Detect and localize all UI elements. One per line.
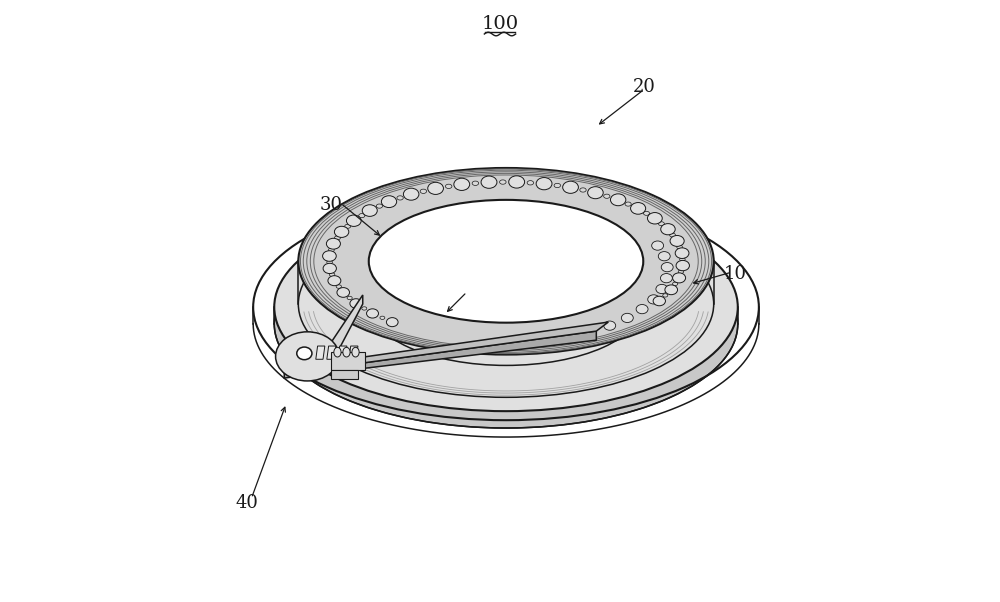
Ellipse shape xyxy=(610,194,626,206)
Ellipse shape xyxy=(369,200,643,323)
Ellipse shape xyxy=(658,252,670,261)
Ellipse shape xyxy=(677,245,682,249)
Polygon shape xyxy=(349,346,358,359)
Polygon shape xyxy=(331,352,365,370)
Ellipse shape xyxy=(367,309,378,318)
Ellipse shape xyxy=(298,168,714,355)
Ellipse shape xyxy=(454,178,470,190)
Ellipse shape xyxy=(326,238,340,249)
Ellipse shape xyxy=(329,248,334,252)
Ellipse shape xyxy=(527,181,534,185)
Ellipse shape xyxy=(327,260,332,264)
Ellipse shape xyxy=(580,188,586,192)
Ellipse shape xyxy=(648,295,660,304)
Ellipse shape xyxy=(445,184,452,188)
Ellipse shape xyxy=(334,226,349,237)
Ellipse shape xyxy=(661,223,675,235)
Ellipse shape xyxy=(420,189,427,193)
Ellipse shape xyxy=(647,213,662,224)
Ellipse shape xyxy=(656,284,668,294)
Ellipse shape xyxy=(663,294,668,297)
Ellipse shape xyxy=(554,184,561,188)
Polygon shape xyxy=(284,322,608,374)
Ellipse shape xyxy=(335,236,340,240)
Ellipse shape xyxy=(658,222,664,226)
Ellipse shape xyxy=(472,181,479,185)
Polygon shape xyxy=(316,346,325,359)
Ellipse shape xyxy=(347,296,352,300)
Polygon shape xyxy=(327,346,336,359)
Ellipse shape xyxy=(403,188,419,200)
Ellipse shape xyxy=(675,248,689,258)
Ellipse shape xyxy=(631,202,646,214)
Ellipse shape xyxy=(350,299,362,308)
Ellipse shape xyxy=(481,176,497,188)
Ellipse shape xyxy=(636,305,648,314)
Ellipse shape xyxy=(345,225,351,228)
Ellipse shape xyxy=(343,347,350,357)
Ellipse shape xyxy=(536,178,552,190)
Text: 100: 100 xyxy=(481,15,519,33)
Polygon shape xyxy=(328,295,363,371)
Ellipse shape xyxy=(661,262,673,272)
Ellipse shape xyxy=(337,288,350,297)
Ellipse shape xyxy=(673,273,686,283)
Ellipse shape xyxy=(380,316,385,320)
Ellipse shape xyxy=(653,296,665,306)
Ellipse shape xyxy=(680,258,685,261)
Ellipse shape xyxy=(362,205,377,216)
Ellipse shape xyxy=(276,332,339,381)
Ellipse shape xyxy=(297,347,312,359)
Ellipse shape xyxy=(323,250,336,261)
Polygon shape xyxy=(338,346,347,359)
Ellipse shape xyxy=(563,181,578,193)
Ellipse shape xyxy=(670,235,684,246)
Ellipse shape xyxy=(352,347,359,357)
Ellipse shape xyxy=(621,313,633,323)
Ellipse shape xyxy=(509,176,525,188)
Ellipse shape xyxy=(397,196,403,200)
Ellipse shape xyxy=(386,318,398,327)
Text: 20: 20 xyxy=(633,78,656,96)
Ellipse shape xyxy=(274,203,738,411)
Ellipse shape xyxy=(604,321,616,330)
Ellipse shape xyxy=(323,263,336,273)
Ellipse shape xyxy=(381,196,397,208)
Ellipse shape xyxy=(676,261,689,271)
Ellipse shape xyxy=(604,194,610,198)
Ellipse shape xyxy=(500,180,506,184)
Ellipse shape xyxy=(625,202,631,206)
Ellipse shape xyxy=(652,241,664,250)
Ellipse shape xyxy=(328,276,341,286)
Ellipse shape xyxy=(336,285,341,288)
Ellipse shape xyxy=(660,273,672,283)
Ellipse shape xyxy=(376,204,383,208)
Polygon shape xyxy=(331,370,358,379)
Ellipse shape xyxy=(329,273,335,276)
Ellipse shape xyxy=(678,270,684,273)
Text: 30: 30 xyxy=(320,196,343,214)
Ellipse shape xyxy=(346,215,361,226)
Ellipse shape xyxy=(643,211,650,216)
Polygon shape xyxy=(284,331,596,378)
Ellipse shape xyxy=(665,285,678,294)
Ellipse shape xyxy=(673,282,678,285)
Ellipse shape xyxy=(362,307,367,310)
Ellipse shape xyxy=(670,233,675,237)
Text: 10: 10 xyxy=(723,265,746,283)
Text: 40: 40 xyxy=(236,494,259,512)
Ellipse shape xyxy=(428,182,443,194)
Ellipse shape xyxy=(588,187,603,199)
Ellipse shape xyxy=(334,347,341,357)
Ellipse shape xyxy=(274,220,738,428)
Ellipse shape xyxy=(359,214,365,218)
